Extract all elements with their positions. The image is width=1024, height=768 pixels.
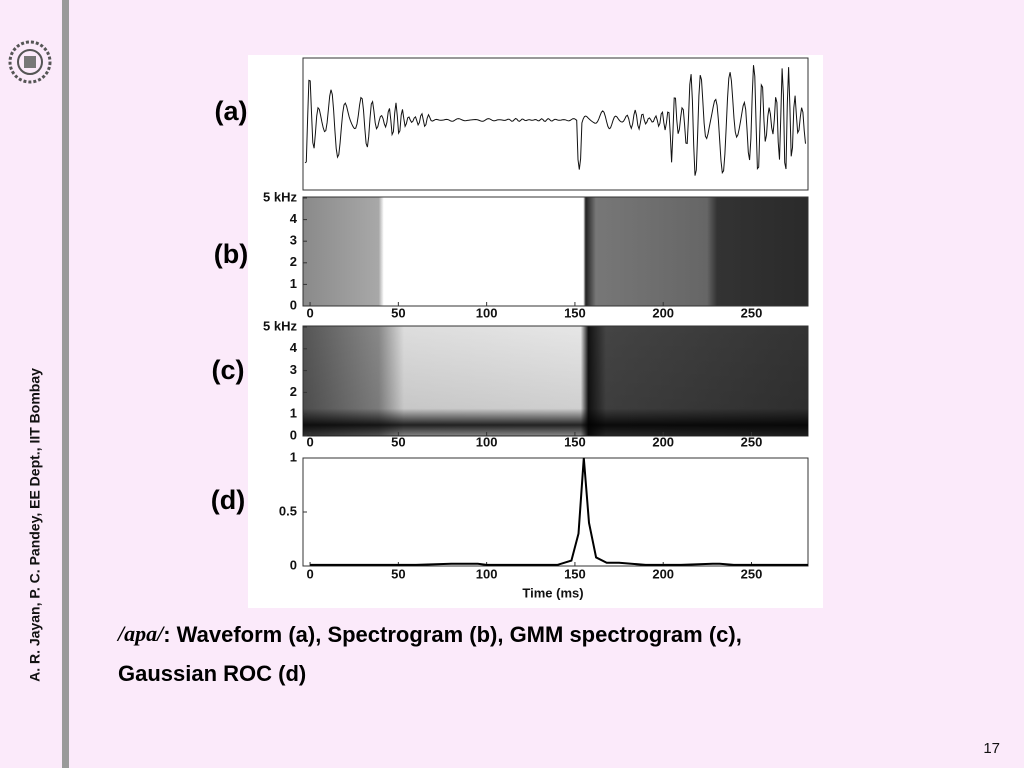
panel-label: (d) bbox=[211, 485, 245, 515]
y-tick-label: 5 kHz bbox=[263, 189, 297, 204]
page-number: 17 bbox=[983, 740, 1000, 757]
x-tick-label: 100 bbox=[476, 434, 498, 449]
roc-line bbox=[310, 457, 808, 566]
x-tick-label: 200 bbox=[652, 305, 674, 320]
caption-term: /apa/ bbox=[116, 621, 165, 646]
author: A. R. Jayan, P. C. Pandey, EE Dept., IIT… bbox=[27, 368, 43, 682]
roc-frame bbox=[302, 457, 809, 567]
y-tick-label: 1 bbox=[290, 276, 297, 291]
gmm-band bbox=[303, 326, 808, 436]
x-tick-label: 0 bbox=[306, 434, 313, 449]
x-tick-label: 150 bbox=[564, 566, 586, 581]
y-tick-label: 2 bbox=[290, 384, 297, 399]
y-tick-label: 1 bbox=[290, 406, 297, 421]
y-tick-label: 3 bbox=[290, 362, 297, 377]
x-tick-label: 150 bbox=[564, 434, 586, 449]
y-tick-label: 4 bbox=[290, 340, 298, 355]
y-tick-label: 4 bbox=[290, 211, 298, 226]
panel-label: (b) bbox=[214, 239, 248, 269]
x-tick-label: 50 bbox=[391, 434, 405, 449]
panel-label: (c) bbox=[212, 355, 245, 385]
panel-label: (a) bbox=[215, 96, 248, 126]
caption-line: Gaussian ROC (d) bbox=[118, 661, 306, 686]
caption-line: /apa/: Waveform (a), Spectrogram (b), GM… bbox=[116, 621, 742, 647]
x-tick-label: 50 bbox=[391, 305, 405, 320]
x-tick-label: 250 bbox=[741, 434, 763, 449]
x-tick-label: 250 bbox=[741, 305, 763, 320]
caption-text: : Waveform (a), Spectrogram (b), GMM spe… bbox=[163, 622, 742, 647]
x-tick-label: 250 bbox=[741, 566, 763, 581]
spectrogram bbox=[302, 196, 809, 307]
y-tick-label: 0 bbox=[290, 427, 297, 442]
sidebar-rule bbox=[62, 0, 69, 768]
y-tick-label: 5 kHz bbox=[263, 318, 297, 333]
y-tick-label: 0 bbox=[290, 557, 297, 572]
x-axis-label: Time (ms) bbox=[522, 585, 583, 600]
x-tick-label: 200 bbox=[652, 434, 674, 449]
x-tick-label: 100 bbox=[476, 566, 498, 581]
x-tick-label: 0 bbox=[306, 566, 313, 581]
waveform bbox=[304, 65, 806, 176]
logo bbox=[8, 40, 52, 84]
x-tick-label: 150 bbox=[564, 305, 586, 320]
y-tick-label: 2 bbox=[290, 254, 297, 269]
y-tick-label: 0 bbox=[290, 297, 297, 312]
y-tick-label: 3 bbox=[290, 233, 297, 248]
x-tick-label: 50 bbox=[391, 566, 405, 581]
x-tick-label: 100 bbox=[476, 305, 498, 320]
y-tick-label: 1 bbox=[290, 449, 297, 464]
y-tick-label: 0.5 bbox=[279, 503, 297, 518]
x-tick-label: 0 bbox=[306, 305, 313, 320]
x-tick-label: 200 bbox=[652, 566, 674, 581]
